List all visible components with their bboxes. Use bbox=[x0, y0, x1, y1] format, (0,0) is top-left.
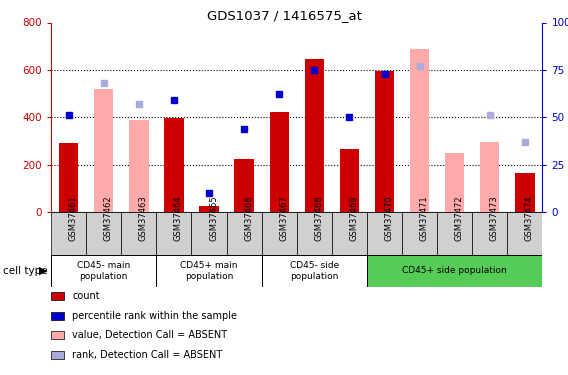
Bar bbox=[156, 255, 262, 287]
Bar bbox=[94, 89, 114, 212]
Bar bbox=[367, 255, 542, 287]
Text: GSM37462: GSM37462 bbox=[104, 195, 113, 241]
Bar bbox=[191, 212, 227, 255]
Text: cell type: cell type bbox=[3, 266, 48, 276]
Bar bbox=[86, 212, 122, 255]
Text: GSM37464: GSM37464 bbox=[174, 195, 183, 241]
Bar bbox=[156, 212, 191, 255]
Bar bbox=[199, 206, 219, 212]
Text: GSM37469: GSM37469 bbox=[349, 195, 358, 241]
Text: rank, Detection Call = ABSENT: rank, Detection Call = ABSENT bbox=[72, 350, 223, 360]
Bar bbox=[235, 159, 254, 212]
Text: ▶: ▶ bbox=[39, 266, 47, 276]
Bar bbox=[340, 149, 359, 212]
Text: GSM37466: GSM37466 bbox=[244, 195, 253, 241]
Text: count: count bbox=[72, 291, 100, 301]
Bar bbox=[262, 255, 367, 287]
Text: GSM37461: GSM37461 bbox=[69, 195, 78, 241]
Text: GSM37473: GSM37473 bbox=[490, 195, 499, 241]
Bar bbox=[367, 212, 402, 255]
Text: percentile rank within the sample: percentile rank within the sample bbox=[72, 311, 237, 321]
Text: CD45- main
population: CD45- main population bbox=[77, 261, 131, 280]
Bar bbox=[304, 59, 324, 212]
Text: GSM37471: GSM37471 bbox=[420, 195, 429, 241]
Bar bbox=[507, 212, 542, 255]
Bar bbox=[164, 118, 183, 212]
Bar bbox=[129, 120, 148, 212]
Text: CD45+ main
population: CD45+ main population bbox=[180, 261, 238, 280]
Bar bbox=[227, 212, 262, 255]
Text: CD45- side
population: CD45- side population bbox=[290, 261, 339, 280]
Bar bbox=[296, 212, 332, 255]
Bar bbox=[480, 142, 499, 212]
Bar bbox=[122, 212, 156, 255]
Bar bbox=[51, 212, 86, 255]
Text: GSM37463: GSM37463 bbox=[139, 195, 148, 241]
Bar bbox=[332, 212, 367, 255]
Bar bbox=[410, 48, 429, 212]
Bar bbox=[270, 112, 289, 212]
Bar bbox=[472, 212, 507, 255]
Bar bbox=[437, 212, 472, 255]
Text: GSM37467: GSM37467 bbox=[279, 195, 288, 241]
Text: GSM37465: GSM37465 bbox=[209, 195, 218, 241]
Text: value, Detection Call = ABSENT: value, Detection Call = ABSENT bbox=[72, 330, 227, 340]
Bar bbox=[445, 153, 465, 212]
Bar bbox=[51, 255, 156, 287]
Bar bbox=[262, 212, 296, 255]
Bar bbox=[375, 71, 394, 212]
Text: GSM37472: GSM37472 bbox=[455, 195, 463, 241]
Text: GSM37468: GSM37468 bbox=[314, 195, 323, 241]
Text: GSM37474: GSM37474 bbox=[525, 195, 534, 241]
Bar bbox=[59, 143, 78, 212]
Text: GDS1037 / 1416575_at: GDS1037 / 1416575_at bbox=[207, 9, 361, 22]
Text: GSM37470: GSM37470 bbox=[385, 195, 394, 241]
Text: CD45+ side population: CD45+ side population bbox=[402, 266, 507, 275]
Bar bbox=[515, 173, 534, 212]
Bar bbox=[402, 212, 437, 255]
